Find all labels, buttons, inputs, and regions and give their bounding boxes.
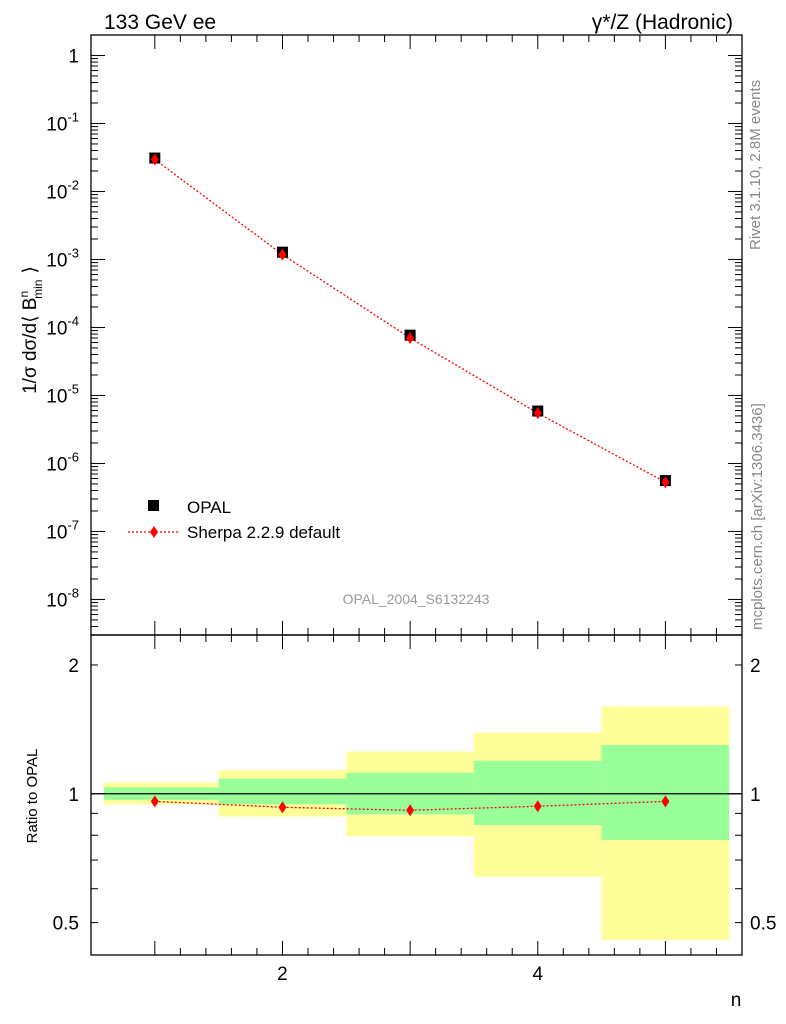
ratio-ytick-label-right: 0.5 xyxy=(750,914,776,935)
ratio-ytick-label-right: 1 xyxy=(750,785,761,806)
main-ytick-base: 10 xyxy=(46,590,67,611)
main-ytick-label: 10-6 xyxy=(46,449,79,475)
sherpa-line xyxy=(154,158,666,483)
legend-sherpa-marker xyxy=(150,526,158,538)
main-ytick-label: 10-3 xyxy=(46,245,79,271)
main-ytick-exponent: -1 xyxy=(67,109,79,124)
ratio-sherpa-line xyxy=(154,800,666,811)
ratio-plot-frame xyxy=(90,634,743,956)
ratio-sherpa-point-3 xyxy=(406,804,415,817)
xtick-label: 4 xyxy=(532,964,543,985)
main-ytick-exponent: -4 xyxy=(67,313,79,328)
ratio-inner-band-5 xyxy=(601,745,730,840)
left-title: 133 GeV ee xyxy=(104,11,216,34)
main-ytick-exponent: -5 xyxy=(67,381,79,396)
main-ytick-base: 10 xyxy=(46,182,67,203)
ratio-inner-band-4 xyxy=(473,760,602,826)
right-title: γ*/Z (Hadronic) xyxy=(592,11,733,34)
sherpa-point-5 xyxy=(661,476,670,489)
ratio-plot: 0.5 0.5 1 1 2 2 2 4 xyxy=(53,634,776,985)
legend-opal-label: OPAL xyxy=(187,498,231,517)
main-ytick-label: 1 xyxy=(68,46,79,67)
main-ytick-exponent: -3 xyxy=(67,245,79,260)
ratio-y-axis-label: Ratio to OPAL xyxy=(24,749,41,844)
sherpa-point-2 xyxy=(278,248,287,261)
main-ytick-base: 10 xyxy=(46,386,67,407)
main-ytick-label: 10-7 xyxy=(46,517,79,543)
main-ytick-label: 10-5 xyxy=(46,381,79,407)
legend-sherpa-label: Sherpa 2.2.9 default xyxy=(187,523,340,542)
ratio-ytick-label-left: 1 xyxy=(68,785,79,806)
ratio-sherpa-point-2 xyxy=(278,801,287,814)
x-axis-label: n xyxy=(731,990,742,1011)
main-ytick-exponent: -6 xyxy=(67,449,79,464)
rivet-version-label: Rivet 3.1.10, 2.8M events xyxy=(747,80,764,250)
main-ytick-label: 10-2 xyxy=(46,177,79,203)
main-ytick-exponent: -8 xyxy=(67,585,79,600)
main-ytick-exponent: -7 xyxy=(67,517,79,532)
mcplots-label: mcplots.cern.ch [arXiv:1306.3436] xyxy=(749,403,766,630)
sherpa-point-3 xyxy=(406,331,415,344)
main-y-axis-label-sup: n xyxy=(17,291,31,298)
analysis-watermark: OPAL_2004_S6132243 xyxy=(343,591,490,607)
ratio-inner-band-2 xyxy=(218,778,347,805)
ratio-sherpa-point-5 xyxy=(661,795,670,808)
main-ytick-label: 10-1 xyxy=(46,109,79,135)
main-ytick-base: 10 xyxy=(46,454,67,475)
ratio-ytick-label-left: 2 xyxy=(68,656,79,677)
main-ytick-exponent: -2 xyxy=(67,177,79,192)
ratio-sherpa-point-1 xyxy=(150,795,159,808)
main-ytick-label: 10-4 xyxy=(46,313,79,339)
main-ytick-base: 10 xyxy=(46,250,67,271)
main-ytick-base: 10 xyxy=(46,318,67,339)
main-y-axis-label-close: ⟩ xyxy=(20,266,41,273)
ratio-ytick-label-left: 0.5 xyxy=(53,914,79,935)
main-y-axis-label: 1/σ dσ/d⟨ Bnmin ⟩ xyxy=(17,266,45,394)
main-plot-frame xyxy=(90,34,743,636)
main-ytick-base: 10 xyxy=(46,114,67,135)
legend-opal-marker xyxy=(148,500,159,511)
xtick-label: 2 xyxy=(277,964,288,985)
main-y-axis-label-sub: min xyxy=(31,280,45,299)
sherpa-point-1 xyxy=(150,153,159,166)
main-ytick-label: 10-8 xyxy=(46,585,79,611)
main-ytick-base: 1 xyxy=(68,46,79,67)
main-plot: 10-810-710-610-510-410-310-210-11OPALShe… xyxy=(46,34,743,636)
main-y-axis-label-text: 1/σ dσ/d⟨ B xyxy=(20,298,41,394)
main-ytick-base: 10 xyxy=(46,522,67,543)
sherpa-point-4 xyxy=(533,407,542,420)
ratio-ytick-label-right: 2 xyxy=(750,656,761,677)
ratio-sherpa-point-4 xyxy=(533,800,542,813)
